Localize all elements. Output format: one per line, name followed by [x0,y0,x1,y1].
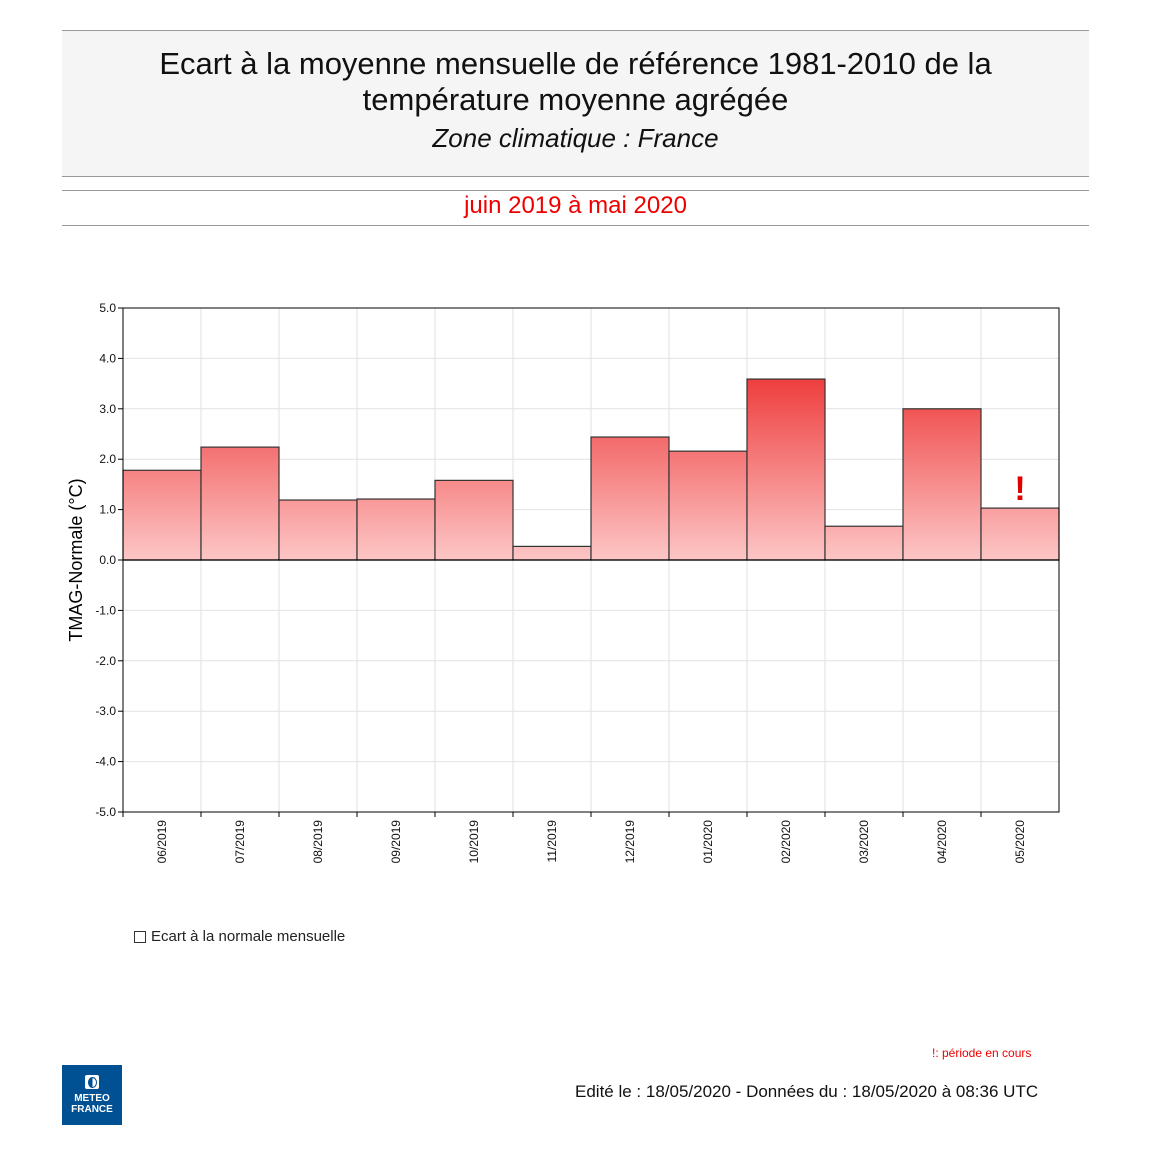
y-tick-label: -2.0 [95,654,116,668]
y-tick-label: -1.0 [95,603,116,617]
legend: Ecart à la normale mensuelle [134,928,345,945]
y-tick-label: 5.0 [99,301,116,315]
edit-date: Edité le : 18/05/2020 - Données du : 18/… [575,1082,1039,1101]
bar [824,525,904,561]
bar [122,469,202,561]
x-tick-label: 03/2020 [857,820,871,864]
bar [668,450,748,561]
x-tick-label: 06/2019 [155,820,169,864]
x-tick-label: 05/2020 [1013,820,1027,864]
subtitle: Zone climatique : France [432,123,719,153]
logo-icon [85,1075,99,1089]
x-tick-label: 09/2019 [389,820,403,864]
x-tick-label: 12/2019 [623,820,637,864]
x-tick-label: 02/2020 [779,820,793,864]
bar [200,446,280,561]
y-tick-label: 0.0 [99,553,116,567]
bar [278,499,358,561]
x-tick-label: 08/2019 [311,820,325,864]
x-tick-label: 10/2019 [467,820,481,864]
title: Ecart à la moyenne mensuelle de référenc… [159,46,992,117]
bar [434,479,514,561]
y-tick-label: 3.0 [99,402,116,416]
bar [590,436,670,561]
bar [512,545,592,561]
bar [902,408,982,561]
y-axis-label: TMAG-Normale (°C) [66,478,86,641]
plot-frame [122,307,1060,813]
bar [980,507,1060,561]
y-tick-label: 2.0 [99,452,116,466]
y-tick-label: -3.0 [95,704,116,718]
y-tick-label: -5.0 [95,805,116,819]
period-label: juin 2019 à mai 2020 [62,190,1089,226]
x-tick-label: 07/2019 [233,820,247,864]
y-tick-label: 1.0 [99,503,116,517]
current-period-marker: ! [1014,470,1025,508]
bar [746,378,826,561]
chart-header: Ecart à la moyenne mensuelle de référenc… [62,30,1089,177]
x-tick-label: 01/2020 [701,820,715,864]
y-tick-label: -4.0 [95,755,116,769]
bar [356,498,436,561]
current-period-note: !: période en cours [932,1046,1032,1060]
legend-swatch [134,930,146,943]
x-tick-label: 04/2020 [935,820,949,864]
meteo-france-logo: METEO FRANCE [62,1065,122,1125]
y-tick-label: 4.0 [99,351,116,365]
x-tick-label: 11/2019 [545,820,559,863]
legend-label: Ecart à la normale mensuelle [151,928,346,945]
